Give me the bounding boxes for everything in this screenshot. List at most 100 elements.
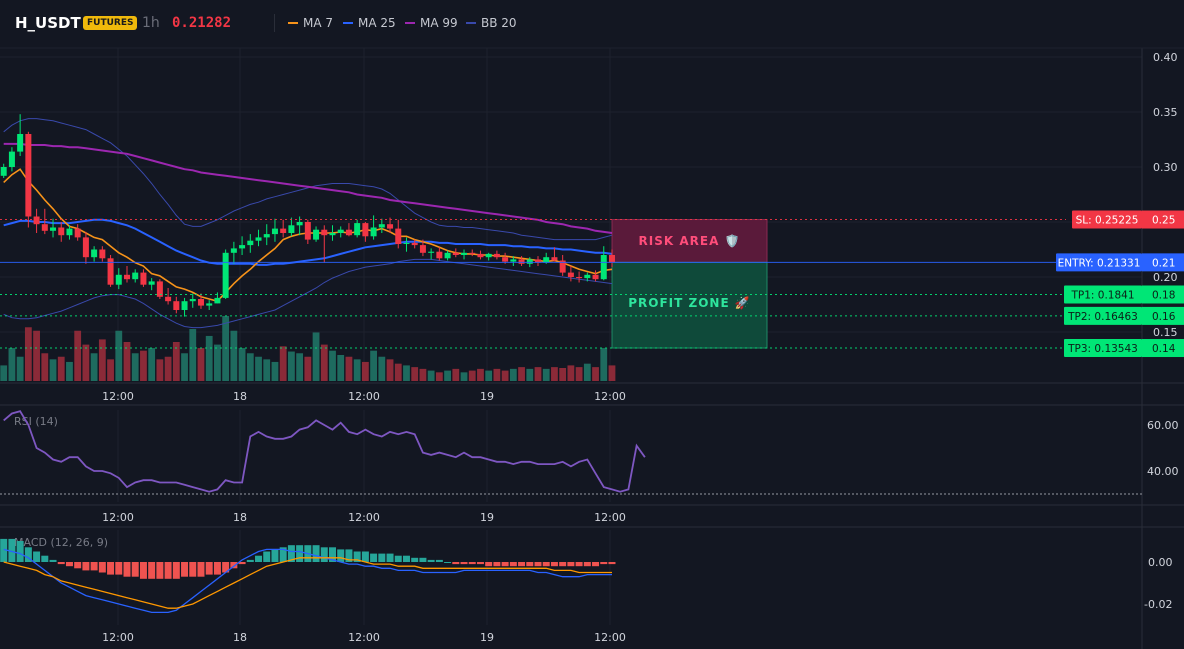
- macd-histogram-bar: [353, 551, 361, 562]
- macd-histogram-bar: [444, 562, 452, 563]
- candle-body: [469, 252, 476, 254]
- volume-bar: [320, 344, 328, 381]
- candle-body: [461, 252, 468, 255]
- macd-histogram-bar: [24, 547, 32, 562]
- macd-histogram-bar: [181, 562, 189, 577]
- time-tick-label: 19: [480, 631, 494, 644]
- candle-body: [411, 242, 418, 246]
- volume-bar: [33, 330, 40, 381]
- macd-histogram-bar: [16, 541, 24, 562]
- candle-body: [395, 228, 402, 244]
- profit-zone-label: PROFIT ZONE 🚀: [628, 296, 751, 310]
- macd-line: [3, 548, 612, 614]
- candle-body: [181, 301, 188, 310]
- macd-histogram-bar: [345, 549, 353, 562]
- macd-histogram-bar: [402, 555, 410, 562]
- candle-body: [345, 229, 352, 236]
- symbol-title[interactable]: H_USDT: [15, 14, 81, 32]
- legend-ma99[interactable]: MA 99: [405, 16, 458, 30]
- candle-body: [214, 297, 221, 304]
- candle-body: [576, 277, 583, 279]
- risk-area-label: RISK AREA 🛡️: [639, 234, 741, 248]
- candle-body: [477, 253, 484, 258]
- candle-body: [526, 259, 533, 264]
- candlesticks[interactable]: [0, 114, 615, 317]
- macd-histogram-bar: [337, 549, 345, 562]
- macd-histogram-bar: [550, 562, 558, 567]
- macd-histogram-bar: [164, 562, 172, 579]
- volume-bars: [0, 316, 616, 381]
- candle-body: [50, 227, 57, 231]
- macd-histogram-bar: [542, 562, 550, 567]
- price-axes[interactable]: 0.40 0.35 0.30 0.20 0.15 60.00 40.00 0.00 -0.02 1…: [102, 51, 1178, 644]
- candle-body: [8, 151, 15, 167]
- time-tick-label: 12:00: [348, 631, 380, 644]
- candle-body: [485, 253, 492, 258]
- candle-body: [0, 167, 7, 176]
- volume-bar: [427, 370, 435, 381]
- legend-label-bb20: BB 20: [481, 16, 517, 30]
- macd-histogram-bar: [98, 562, 106, 573]
- trade-zones: RISK AREA 🛡️ PROFIT ZONE 🚀: [611, 219, 768, 349]
- candle-body: [140, 272, 147, 285]
- legend-label-ma25: MA 25: [358, 16, 396, 30]
- volume-bar: [156, 359, 164, 381]
- macd-histogram-bar: [246, 559, 254, 562]
- volume-bar: [551, 367, 558, 381]
- volume-bar: [542, 368, 550, 381]
- timeframe-label[interactable]: 1h: [142, 15, 160, 31]
- candle-body: [428, 251, 435, 253]
- time-tick-label: 12:00: [594, 511, 626, 524]
- macd-histogram-bar: [82, 562, 90, 571]
- candle-body: [239, 245, 246, 249]
- candle-body: [543, 257, 550, 263]
- macd-histogram-bar: [123, 562, 131, 577]
- volume-bar: [394, 363, 402, 381]
- legend-swatch-ma99: [405, 21, 415, 24]
- time-tick-label: 12:00: [102, 511, 134, 524]
- time-tick-label: 18: [233, 390, 247, 403]
- macd-histogram-bar: [526, 562, 534, 567]
- level-label: SL: 0.25225: [1076, 215, 1139, 227]
- volume-bar: [205, 335, 213, 381]
- price-tick-label: 0.40: [1153, 51, 1178, 64]
- legend-bb20[interactable]: BB 20: [466, 16, 517, 30]
- candle-body: [608, 255, 615, 263]
- macd-histogram-bar: [592, 562, 600, 567]
- volume-bar: [197, 348, 205, 381]
- candle-body: [567, 272, 574, 277]
- candle-body: [115, 274, 122, 285]
- volume-bar: [279, 346, 287, 381]
- ma25-line: [3, 218, 613, 266]
- candle-body: [518, 259, 525, 264]
- rsi-panel[interactable]: RSI (14): [0, 410, 1142, 495]
- level-tag: [1056, 253, 1142, 272]
- macd-histogram-bar: [255, 555, 263, 562]
- candle-body: [313, 229, 320, 240]
- legend-swatch-bb20: [466, 21, 476, 24]
- candle-body: [25, 134, 32, 217]
- macd-histogram-bar: [485, 562, 493, 567]
- macd-histogram-bar: [90, 562, 98, 571]
- volume-bar: [477, 368, 484, 381]
- candle-body: [559, 260, 566, 273]
- level-price-tag: [1142, 306, 1184, 325]
- volume-bar: [575, 367, 583, 381]
- candle-body: [91, 249, 98, 258]
- time-tick-label: 12:00: [102, 390, 134, 403]
- macd-title: MACD (12, 26, 9): [14, 536, 108, 549]
- level-tick: 0.18: [1152, 289, 1175, 301]
- legend-label-ma7: MA 7: [303, 16, 334, 30]
- legend-ma7[interactable]: MA 7: [288, 16, 333, 30]
- macd-histogram-bar: [427, 559, 435, 562]
- time-tick-label: 12:00: [594, 390, 626, 403]
- volume-bar: [509, 368, 517, 381]
- macd-panel[interactable]: MACD (12, 26, 9): [0, 536, 616, 614]
- candle-body: [206, 303, 213, 306]
- macd-histogram-bar: [197, 562, 205, 577]
- candle-body: [271, 228, 278, 235]
- macd-histogram-bar: [296, 545, 304, 562]
- legend-ma25[interactable]: MA 25: [343, 16, 396, 30]
- rsi-tick-label: 60.00: [1147, 419, 1179, 432]
